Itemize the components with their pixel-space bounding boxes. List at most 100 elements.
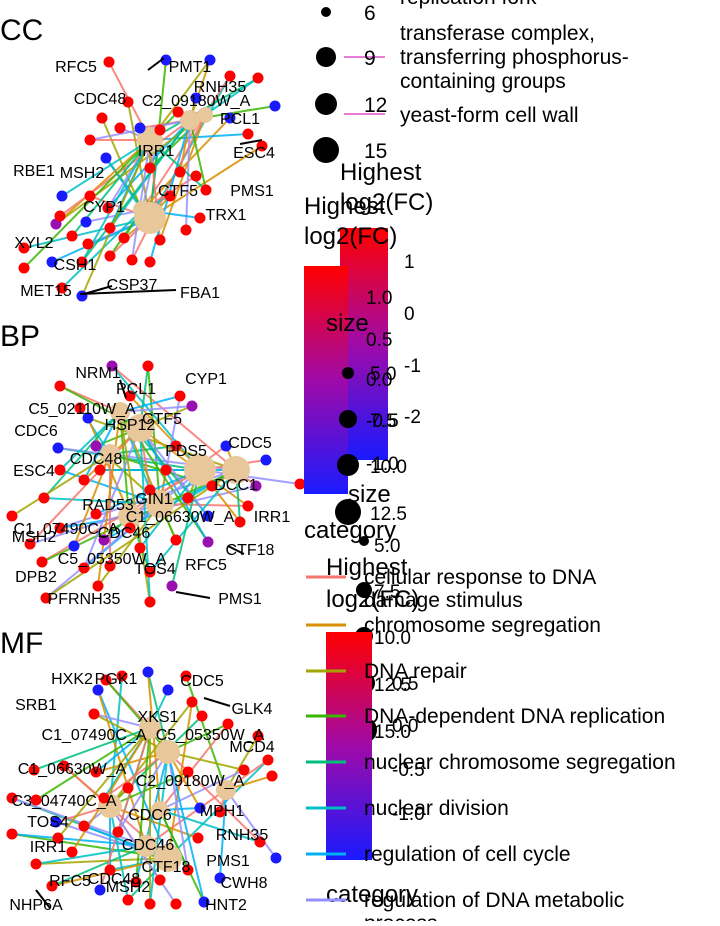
gene-node — [6, 792, 18, 804]
gene-node — [164, 190, 176, 202]
category-node — [216, 780, 236, 800]
legend-size-dot-6 — [321, 7, 331, 17]
gene-node — [94, 464, 106, 476]
gene-node — [114, 122, 126, 134]
gene-label: CDC6 — [128, 807, 172, 824]
legend-fc-title: Highest — [340, 159, 422, 186]
network-edge — [171, 469, 201, 587]
network-edge — [131, 114, 206, 261]
gene-node — [68, 540, 80, 552]
gene-node — [172, 106, 184, 118]
network-edge — [81, 139, 151, 263]
label-leader-line — [119, 379, 127, 399]
gene-node — [222, 718, 234, 730]
network-edge — [11, 453, 111, 517]
mf-nodes — [6, 666, 282, 910]
gene-node — [202, 536, 214, 548]
category-node — [222, 456, 250, 484]
gene-node — [54, 522, 66, 534]
legend-category-label: DNA repair — [364, 660, 467, 683]
legend-fc-tick: -2 — [404, 407, 421, 428]
legend-fc-tick: -0.5 — [366, 411, 399, 432]
gene-node — [266, 770, 278, 782]
network-edge — [225, 735, 259, 791]
legend-size-label-12: 12 — [364, 94, 387, 117]
gene-node — [78, 820, 90, 832]
gene-node — [30, 794, 42, 806]
gene-node — [200, 184, 212, 196]
gene-node — [122, 96, 134, 108]
legend-size-label: 12.5 — [374, 675, 411, 696]
gene-node — [18, 262, 30, 274]
gene-node — [220, 440, 232, 452]
gene-node — [242, 500, 254, 512]
network-edge — [117, 751, 169, 833]
legend-size-dot — [339, 410, 357, 428]
gene-label: MSH2 — [60, 165, 105, 182]
gene-node — [78, 474, 90, 486]
gene-node — [204, 54, 216, 66]
gene-node — [180, 224, 192, 236]
gene-node — [160, 464, 172, 476]
legend-category-label: regulation of cell cycle — [364, 843, 571, 866]
legend-fc-title: log2(FC) — [340, 189, 433, 216]
gene-node — [182, 864, 194, 876]
network-edge — [199, 469, 301, 485]
gene-node — [94, 884, 106, 896]
gene-label: ESC4 — [233, 145, 275, 162]
network-edge — [149, 133, 249, 141]
network-edge — [147, 671, 161, 811]
gene-node — [104, 222, 116, 234]
gene-node — [76, 290, 88, 302]
gene-node — [144, 898, 156, 910]
legend-category-label: chromosome segregation — [364, 614, 601, 637]
gene-node — [103, 56, 115, 68]
gene-node — [90, 440, 102, 452]
gene-label: DCC1 — [214, 477, 258, 494]
bp-nodes — [6, 360, 306, 608]
gene-node — [126, 254, 138, 266]
gene-label: NRM1 — [75, 365, 120, 382]
gene-node — [102, 202, 114, 214]
gene-node — [180, 670, 192, 682]
gene-node — [24, 538, 36, 550]
network-edge — [105, 679, 169, 753]
gene-label: ESC4 — [13, 463, 55, 480]
legend-size-dot — [335, 499, 361, 525]
gene-label: MCD4 — [229, 739, 274, 756]
gene-label: CSH1 — [54, 257, 97, 274]
category-node — [156, 740, 180, 764]
network-edge — [141, 117, 231, 211]
gene-label: RAD53 — [82, 497, 134, 514]
gene-label: C5_05350W_A — [58, 551, 167, 568]
network-edge — [83, 427, 141, 569]
legend-fc-tick: 0.0 — [366, 370, 392, 391]
legend-size-dot — [337, 454, 359, 476]
gene-node — [250, 480, 262, 492]
legend-size-dot-15 — [313, 137, 339, 163]
legend-size-label-9: 9 — [364, 47, 376, 70]
gene-node — [52, 832, 64, 844]
network-edge — [57, 727, 151, 839]
gene-label: MSH2 — [12, 529, 57, 546]
gene-node — [40, 592, 52, 604]
gene-node — [6, 510, 18, 522]
gene-node — [196, 710, 208, 722]
legend-fc-c: Highest log2(FC) 0.5 0.0 -0.5 -1.0 — [326, 554, 425, 860]
gene-node — [124, 390, 136, 402]
network-edge — [55, 139, 151, 225]
gene-node — [294, 478, 306, 490]
legend: 6 9 12 15 replication fork transferase c… — [304, 0, 676, 926]
gene-label: C5_02110W_A — [28, 401, 136, 418]
gene-node — [90, 766, 102, 778]
legend-size-label: 15.0 — [374, 722, 411, 743]
gene-label: MPH1 — [200, 803, 245, 820]
gene-label: PFRNH35 — [48, 591, 121, 608]
panel-title-mf: MF — [0, 627, 43, 660]
gene-label: CDC48 — [88, 871, 141, 888]
label-leader-line — [227, 545, 245, 555]
